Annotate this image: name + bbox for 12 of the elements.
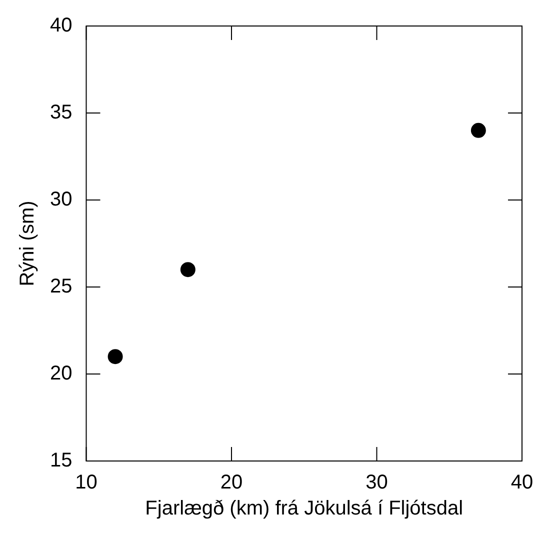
x-tick-label: 20 [220,472,243,494]
x-axis-title: Fjarlægð (km) frá Jökulsá í Fljótsdal [145,498,464,520]
x-tick-label: 10 [75,472,98,494]
y-tick-label: 15 [50,450,72,472]
y-axis-title: Rýni (sm) [16,200,39,286]
x-tick-label: 30 [366,472,388,494]
y-tick-label: 35 [50,102,72,124]
x-tick-label: 40 [510,472,534,494]
y-tick-label: 20 [50,362,72,385]
y-tick-label: 40 [50,14,72,37]
y-tick-label: 25 [50,276,72,298]
y-tick-label: 30 [50,188,72,211]
